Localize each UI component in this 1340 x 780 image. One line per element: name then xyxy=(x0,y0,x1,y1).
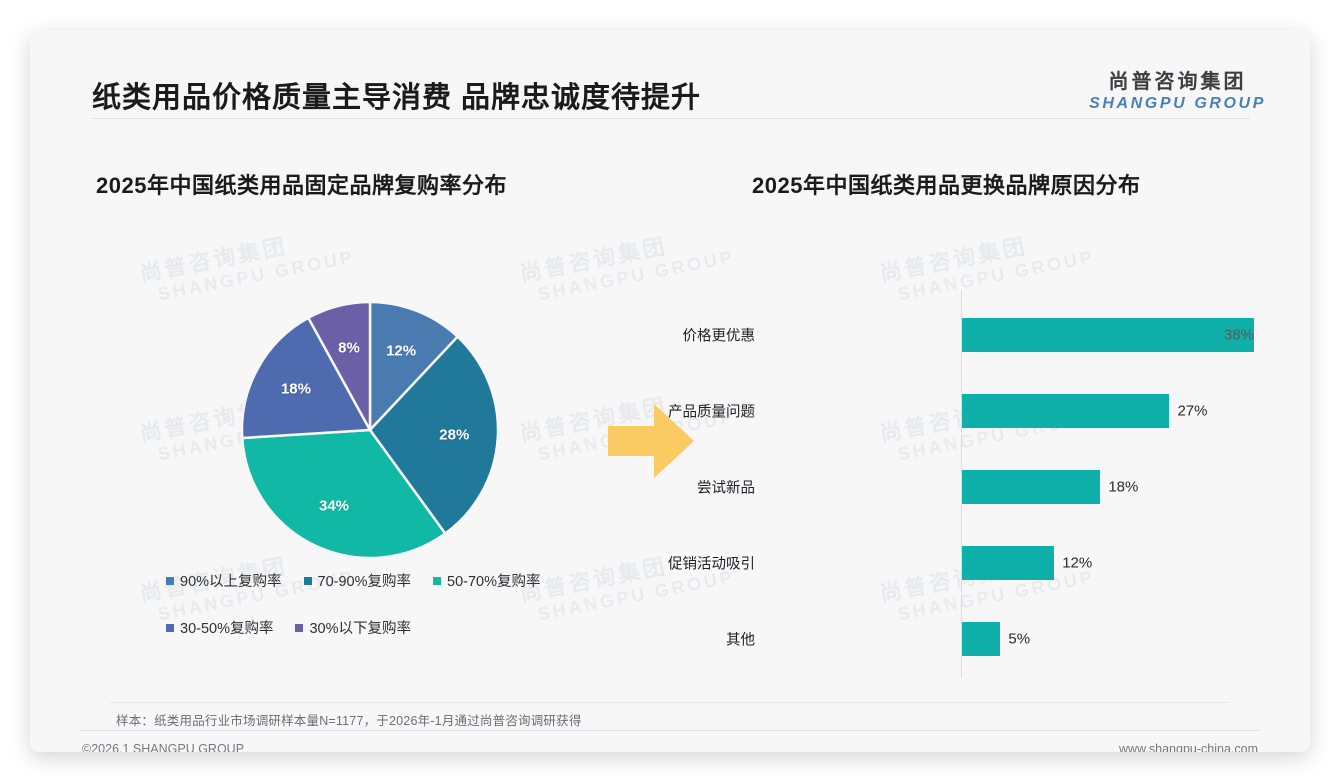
pie-slice[interactable] xyxy=(306,300,372,431)
logo-en-text: SHANGPU GROUP xyxy=(1089,95,1266,112)
pie-slice-label: 18% xyxy=(280,380,311,398)
bar-category-label: 其他 xyxy=(726,632,755,649)
bar-category-label: 价格更优惠 xyxy=(682,328,756,345)
bar-category-label: 促销活动吸引 xyxy=(668,556,755,573)
bar-value-label: 18% xyxy=(1108,478,1139,496)
pie-slice-label: 34% xyxy=(319,497,350,515)
bar-fill[interactable] xyxy=(962,546,1055,580)
note-divider xyxy=(110,702,1230,703)
bar-value-label: 12% xyxy=(1062,554,1093,572)
logo-cn-text: 尚普咨询集团 xyxy=(1108,71,1247,93)
watermark-cn: 尚普咨询集团 xyxy=(517,233,670,287)
watermark-cn: 尚普咨询集团 xyxy=(137,233,290,287)
legend-swatch-icon xyxy=(166,576,174,585)
legend-item[interactable]: 30-50%复购率 xyxy=(166,617,273,638)
bar-fill[interactable] xyxy=(962,318,1254,352)
legend-item[interactable]: 70-90%复购率 xyxy=(303,570,412,591)
pie-slice[interactable] xyxy=(240,428,447,560)
footer-divider xyxy=(80,730,1260,731)
right-chart-title: 2025年中国纸类用品更换品牌原因分布 xyxy=(752,173,1141,198)
right-arrow-svg xyxy=(608,404,694,478)
repurchase-pie-chart: 12% 28% 34% 18% 8% xyxy=(220,280,520,580)
bar-fill[interactable] xyxy=(962,394,1170,428)
bar-row: 产品质量问题 27% xyxy=(668,394,1282,428)
pie-slice[interactable] xyxy=(368,300,460,434)
bar-value-label: 27% xyxy=(1177,402,1208,420)
switch-reason-bar-chart: 价格更优惠 38% 产品质量问题 27% 尝试新品 18% 促销活动吸引 12% 其他 5% xyxy=(668,280,1282,680)
left-chart-title: 2025年中国纸类用品固定品牌复购率分布 xyxy=(96,173,507,198)
legend-label: 30%以下复购率 xyxy=(309,621,412,637)
header-divider xyxy=(92,118,1250,119)
bar-row: 其他 5% xyxy=(726,622,1282,656)
bar-category-label: 产品质量问题 xyxy=(668,404,755,421)
page-title: 纸类用品价格质量主导消费 品牌忠诚度待提升 xyxy=(92,82,702,114)
footer-website[interactable]: www.shangpu-china.com xyxy=(1119,742,1258,752)
pie-svg xyxy=(240,300,500,560)
legend-swatch-icon xyxy=(303,576,312,585)
footer-copyright: ©2026.1 SHANGPU GROUP xyxy=(82,742,245,752)
bar-fill[interactable] xyxy=(962,622,1001,656)
bar-row: 促销活动吸引 12% xyxy=(668,546,1282,580)
legend-label: 30-50%复购率 xyxy=(180,621,274,637)
slide-footer: ©2026.1 SHANGPU GROUP www.shangpu-china.… xyxy=(30,736,1310,752)
bar-row: 尝试新品 18% xyxy=(697,470,1282,504)
slide-header: 纸类用品价格质量主导消费 品牌忠诚度待提升 尚普咨询集团 SHANGPU GRO… xyxy=(30,30,1310,122)
pie-slice-label: 12% xyxy=(386,342,417,360)
legend-label: 50-70%复购率 xyxy=(447,574,541,590)
brand-logo: 尚普咨询集团 SHANGPU GROUP xyxy=(1089,72,1266,113)
pie-slice[interactable] xyxy=(368,334,500,536)
watermark-en: SHANGPU GROUP xyxy=(536,246,737,304)
legend-label: 90%以上复购率 xyxy=(180,574,282,590)
legend-label: 70-90%复购率 xyxy=(317,574,412,590)
legend-swatch-icon xyxy=(295,623,304,632)
watermark-cn: 尚普咨询集团 xyxy=(877,233,1030,287)
legend-swatch-icon xyxy=(433,576,442,585)
sample-note: 样本：纸类用品行业市场调研样本量N=1177，于2026年-1月通过尚普咨询调研… xyxy=(116,714,582,728)
legend-item[interactable]: 50-70%复购率 xyxy=(433,570,541,591)
bar-row: 价格更优惠 38% xyxy=(683,318,1282,352)
bar-value-label: 5% xyxy=(1008,630,1031,648)
bar-fill[interactable] xyxy=(962,470,1101,504)
legend-item[interactable]: 30%以下复购率 xyxy=(295,617,411,638)
pie-slice-label: 28% xyxy=(439,426,470,444)
pie-slice-label: 8% xyxy=(338,339,360,357)
slide-card: 尚普咨询集团 SHANGPU GROUP 尚普咨询集团 SHANGPU GROU… xyxy=(30,30,1310,752)
pie-slice[interactable] xyxy=(240,316,373,440)
legend-row: 30-50%复购率 30%以下复购率 xyxy=(166,617,596,638)
legend-swatch-icon xyxy=(166,623,174,632)
legend-item[interactable]: 90%以上复购率 xyxy=(166,570,282,591)
pie-legend: 90%以上复购率 70-90%复购率 50-70%复购率 30-50%复购率 30%以下… xyxy=(166,570,596,664)
right-arrow-icon xyxy=(608,402,694,485)
bar-category-label: 尝试新品 xyxy=(697,480,755,497)
legend-row: 90%以上复购率 70-90%复购率 50-70%复购率 xyxy=(166,570,596,591)
bar-chart-axis xyxy=(961,290,962,678)
bar-value-label: 38% xyxy=(1224,326,1255,344)
